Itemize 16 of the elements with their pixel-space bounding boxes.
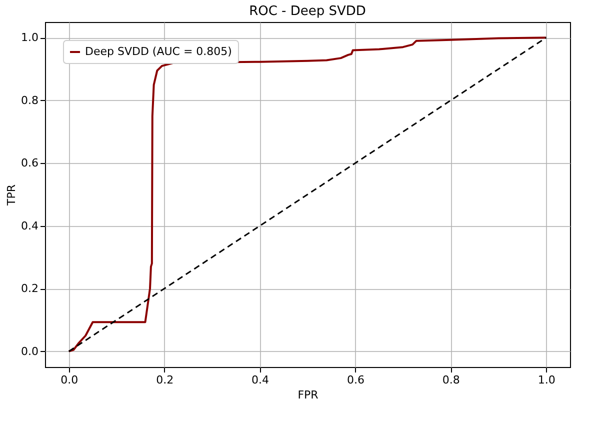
x-tick-label: 0.2	[156, 374, 174, 386]
chart-title: ROC - Deep SVDD	[249, 4, 366, 19]
y-axis-title: TPR	[5, 184, 18, 206]
x-tick-label: 1.0	[538, 374, 556, 386]
x-tick-label: 0.6	[346, 374, 364, 386]
x-tick-label: 0.4	[252, 374, 270, 386]
y-tick-label: 0.4	[21, 219, 38, 232]
y-tick-label: 0.2	[21, 282, 38, 296]
x-axis-title: FPR	[298, 388, 319, 402]
x-tick-label: 0.0	[60, 374, 78, 386]
y-tick-label: 0.8	[21, 94, 38, 107]
y-tick-label: 0.0	[21, 344, 38, 358]
y-tick-label: 1.0	[21, 31, 38, 44]
legend-label: Deep SVDD (AUC = 0.805)	[85, 45, 232, 58]
x-tick-label: 0.8	[442, 374, 460, 386]
y-tick-label: 0.6	[21, 156, 38, 170]
